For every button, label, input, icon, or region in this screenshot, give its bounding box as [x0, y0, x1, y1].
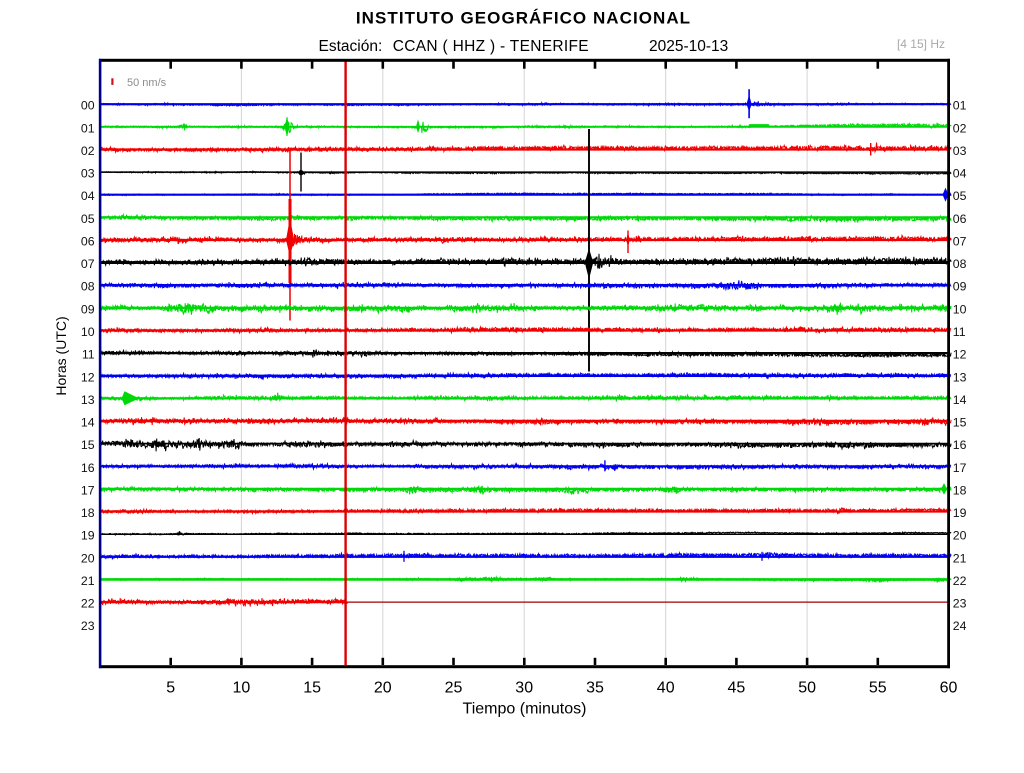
svg-text:08: 08 [81, 280, 95, 294]
svg-text:30: 30 [515, 680, 533, 697]
svg-text:19: 19 [81, 529, 95, 543]
svg-text:05: 05 [81, 212, 95, 226]
svg-text:12: 12 [81, 370, 95, 384]
svg-text:2025-10-13: 2025-10-13 [649, 38, 728, 55]
svg-text:55: 55 [869, 680, 887, 697]
svg-text:18: 18 [953, 483, 967, 497]
svg-text:03: 03 [953, 144, 967, 158]
svg-text:19: 19 [953, 506, 967, 520]
svg-text:03: 03 [81, 167, 95, 181]
svg-text:50: 50 [798, 680, 816, 697]
svg-text:23: 23 [953, 597, 967, 611]
svg-text:20: 20 [953, 529, 967, 543]
svg-text:18: 18 [81, 506, 95, 520]
svg-text:60: 60 [940, 680, 958, 697]
svg-text:02: 02 [81, 144, 95, 158]
svg-text:14: 14 [81, 416, 95, 430]
svg-text:INSTITUTO GEOGRÁFICO NACIONAL: INSTITUTO GEOGRÁFICO NACIONAL [356, 9, 691, 28]
svg-text:14: 14 [953, 393, 967, 407]
svg-text:20: 20 [81, 551, 95, 565]
svg-text:15: 15 [303, 680, 321, 697]
svg-text:15: 15 [953, 416, 967, 430]
svg-text:10: 10 [81, 325, 95, 339]
svg-text:09: 09 [81, 302, 95, 316]
svg-text:10: 10 [953, 302, 967, 316]
svg-text:45: 45 [728, 680, 746, 697]
svg-text:11: 11 [82, 348, 95, 362]
svg-text:12: 12 [953, 348, 967, 362]
svg-text:35: 35 [586, 680, 604, 697]
svg-text:01: 01 [953, 99, 967, 113]
svg-text:04: 04 [953, 167, 967, 181]
svg-text:06: 06 [81, 235, 95, 249]
svg-text:08: 08 [953, 257, 967, 271]
svg-text:[4 15] Hz: [4 15] Hz [897, 37, 945, 51]
svg-text:10: 10 [233, 680, 251, 697]
svg-text:07: 07 [953, 235, 967, 249]
svg-text:17: 17 [81, 483, 95, 497]
svg-text:15: 15 [81, 438, 95, 452]
svg-text:21: 21 [953, 551, 967, 565]
svg-text:16: 16 [953, 438, 967, 452]
svg-text:04: 04 [81, 189, 95, 203]
svg-text:17: 17 [953, 461, 967, 475]
svg-text:13: 13 [953, 370, 967, 384]
svg-text:20: 20 [374, 680, 392, 697]
svg-text:05: 05 [953, 189, 967, 203]
svg-text:24: 24 [953, 619, 967, 633]
svg-text:Estación:: Estación: [319, 38, 383, 55]
svg-text:21: 21 [81, 574, 95, 588]
svg-text:50 nm/s: 50 nm/s [127, 77, 167, 89]
svg-text:16: 16 [81, 461, 95, 475]
svg-text:CCAN ( HHZ ) - TENERIFE: CCAN ( HHZ ) - TENERIFE [393, 38, 589, 55]
svg-text:11: 11 [953, 325, 966, 339]
svg-text:13: 13 [81, 393, 95, 407]
svg-text:06: 06 [953, 212, 967, 226]
svg-text:25: 25 [445, 680, 463, 697]
svg-text:23: 23 [81, 619, 95, 633]
svg-text:5: 5 [166, 680, 175, 697]
svg-text:22: 22 [953, 574, 967, 588]
svg-text:01: 01 [81, 121, 95, 135]
svg-text:22: 22 [81, 597, 95, 611]
svg-text:02: 02 [953, 121, 967, 135]
svg-text:40: 40 [657, 680, 675, 697]
svg-text:07: 07 [81, 257, 95, 271]
svg-text:09: 09 [953, 280, 967, 294]
svg-text:00: 00 [81, 99, 95, 113]
svg-text:Tiempo (minutos): Tiempo (minutos) [463, 701, 587, 718]
svg-text:Horas (UTC): Horas (UTC) [53, 316, 69, 395]
